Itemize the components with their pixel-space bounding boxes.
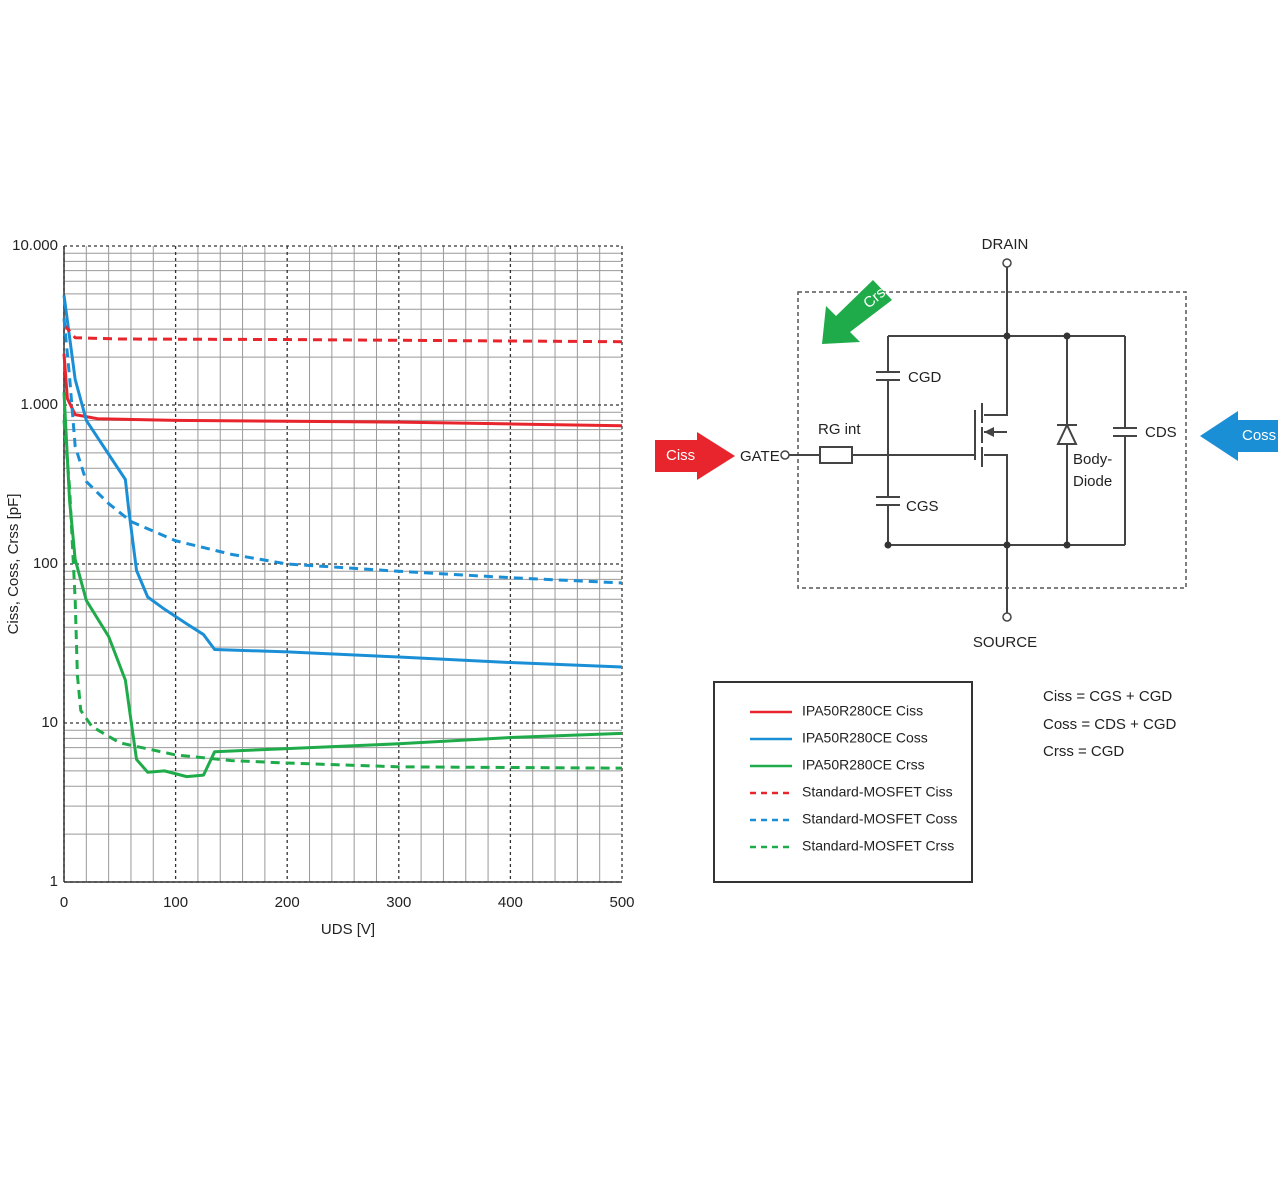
source-label: SOURCE (973, 634, 1037, 651)
coss-arrow-label: Coss (1242, 427, 1276, 444)
x-tick-label: 200 (275, 894, 300, 911)
x-tick-label: 0 (60, 894, 68, 911)
gate-label: GATE (740, 448, 780, 465)
y-tick-label: 10 (41, 714, 58, 731)
legend-label: Standard-MOSFET Crss (802, 838, 954, 854)
chart: 0 100 200 300 400 500 1 10 100 1.000 10.000 (12, 237, 634, 911)
node (884, 541, 892, 549)
resistor-label: RG int (818, 421, 861, 438)
ciss-arrow (655, 432, 735, 480)
legend-label: IPA50R280CE Crss (802, 757, 925, 773)
x-tick-label: 300 (386, 894, 411, 911)
node (1063, 332, 1071, 340)
node (1003, 332, 1011, 340)
cds-label: CDS (1145, 424, 1177, 441)
drain-label: DRAIN (982, 236, 1029, 253)
x-tick-label: 400 (498, 894, 523, 911)
series-line (62, 353, 623, 428)
legend-box (713, 681, 973, 883)
terminal (1002, 258, 1012, 268)
y-tick-label: 1 (50, 873, 58, 890)
diode-label: Body- (1073, 451, 1112, 468)
y-tick-label: 1.000 (20, 396, 58, 413)
x-axis-label: UDS [V] (321, 921, 375, 938)
y-tick-label: 100 (33, 555, 58, 572)
series-line (62, 420, 623, 770)
x-tick-label: 100 (163, 894, 188, 911)
plates (876, 371, 1137, 506)
package-outline (797, 291, 1187, 589)
terminal (780, 450, 790, 460)
terminal (1002, 612, 1012, 622)
cgd-label: CGD (908, 369, 942, 386)
series-line (62, 318, 623, 585)
series-line (62, 323, 623, 344)
cgs-label: CGS (906, 498, 939, 515)
legend-label: IPA50R280CE Coss (802, 730, 928, 746)
diode-label: Diode (1073, 473, 1112, 490)
node (1003, 541, 1011, 549)
ciss-arrow-label: Ciss (666, 447, 695, 464)
equation: Crss = CGD (1043, 743, 1124, 760)
coss-arrow (1200, 411, 1278, 461)
diode (1056, 422, 1078, 445)
equation: Coss = CDS + CGD (1043, 716, 1177, 733)
x-tick-label: 500 (609, 894, 634, 911)
arrow-head (984, 427, 994, 437)
series-line (62, 392, 623, 779)
legend-label: Standard-MOSFET Ciss (802, 784, 953, 800)
equation: Ciss = CGS + CGD (1043, 688, 1172, 705)
y-axis-label: Ciss, Coss, Crss [pF] (5, 494, 22, 635)
resistor (819, 446, 853, 464)
crss-arrow (822, 280, 892, 344)
legend-label: IPA50R280CE Ciss (802, 703, 923, 719)
node (1063, 541, 1071, 549)
series-line (62, 295, 623, 669)
legend-label: Standard-MOSFET Coss (802, 811, 957, 827)
y-tick-label: 10.000 (12, 237, 58, 254)
legend: IPA50R280CE Ciss IPA50R280CE Coss IPA50R28… (750, 703, 957, 854)
